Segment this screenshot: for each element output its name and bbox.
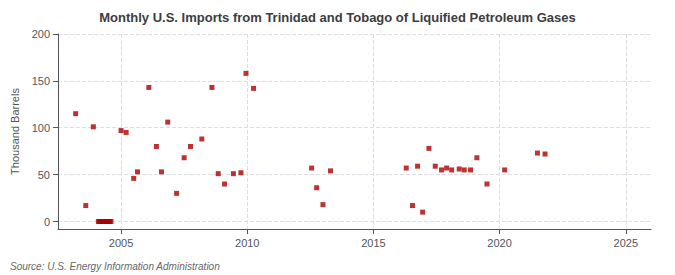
svg-text:2015: 2015 (361, 237, 385, 249)
svg-text:2025: 2025 (614, 237, 638, 249)
svg-text:Source: U.S. Energy Informatio: Source: U.S. Energy Information Administ… (10, 261, 220, 272)
svg-text:Thousand Barrels: Thousand Barrels (9, 88, 21, 175)
svg-text:0: 0 (44, 216, 50, 228)
svg-text:200: 200 (32, 28, 50, 40)
svg-text:Monthly U.S. Imports from Trin: Monthly U.S. Imports from Trinidad and T… (99, 10, 575, 25)
svg-text:2010: 2010 (235, 237, 259, 249)
svg-text:2005: 2005 (109, 237, 133, 249)
svg-text:100: 100 (32, 122, 50, 134)
svg-text:150: 150 (32, 75, 50, 87)
svg-text:2020: 2020 (487, 237, 511, 249)
svg-text:50: 50 (38, 169, 50, 181)
